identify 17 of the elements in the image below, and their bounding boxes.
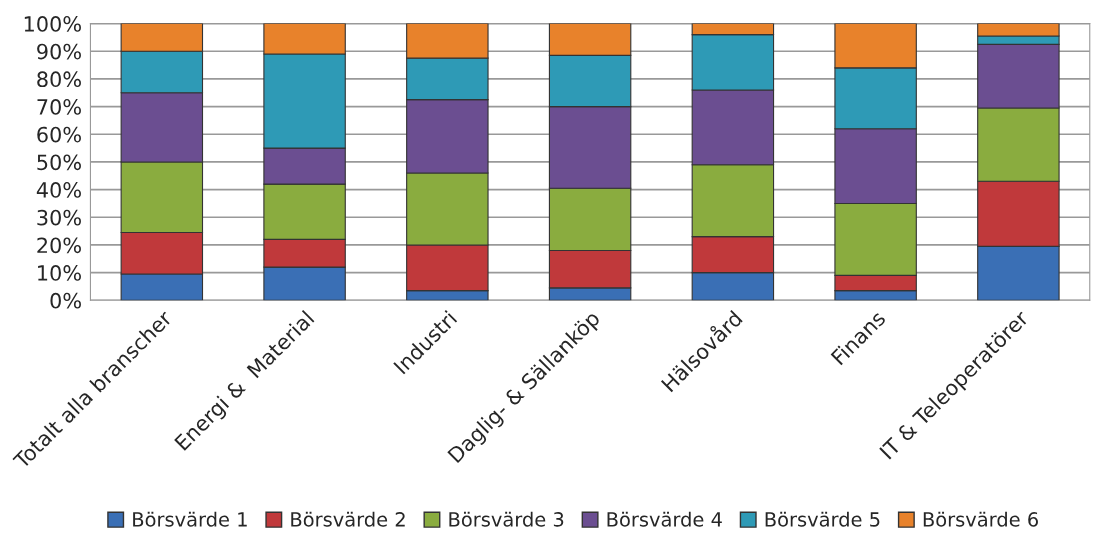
y-tick-label: 80% xyxy=(37,71,81,88)
legend-label: Börsvärde 1 xyxy=(133,511,247,527)
legend-label: Börsvärde 3 xyxy=(449,511,564,527)
y-tick-label: 90% xyxy=(37,43,81,60)
y-tick-label: 40% xyxy=(36,182,81,198)
y-tick-label: 100% xyxy=(24,16,81,32)
legend-label: Börsvärde 5 xyxy=(765,511,880,527)
legend-label: Börsvärde 4 xyxy=(607,511,722,527)
y-tick-label: 50% xyxy=(37,154,81,171)
y-tick-label: 20% xyxy=(37,237,81,254)
y-tick-label: 30% xyxy=(37,209,81,226)
legend-label: Börsvärde 2 xyxy=(291,511,405,527)
y-tick-label: 10% xyxy=(38,265,81,281)
y-tick-label: 60% xyxy=(37,126,81,143)
y-tick-label: 70% xyxy=(37,99,81,115)
y-tick-label: 0% xyxy=(50,292,81,309)
legend-label: Börsvärde 6 xyxy=(923,511,1038,527)
